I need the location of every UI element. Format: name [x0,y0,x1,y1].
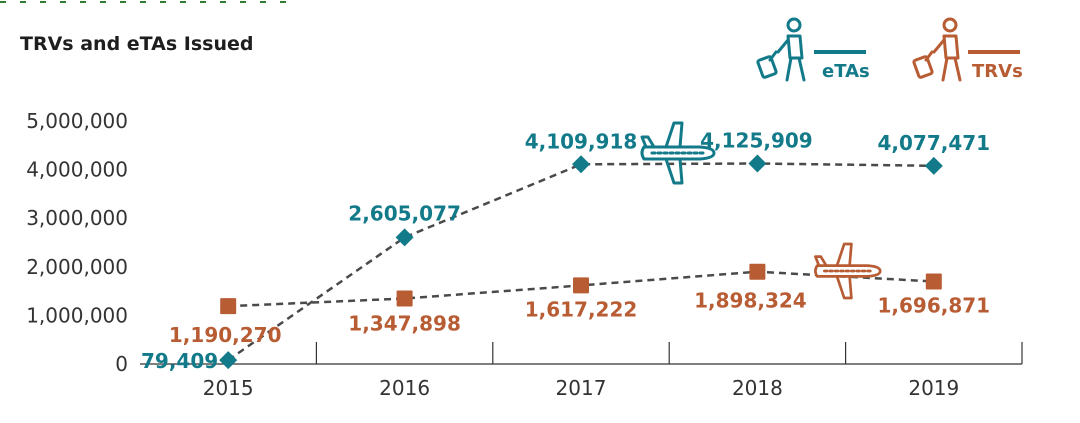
data-point-trvs [573,277,589,294]
x-axis-ticks: 2015 2016 2017 2018 2019 [203,376,960,400]
data-label-trvs: 1,617,222 [525,297,638,321]
data-label-trvs: 1,696,871 [877,294,990,318]
data-point-trvs [396,290,413,307]
legend-label-etas: eTAs [822,61,870,82]
data-label-etas: 4,109,918 [525,129,638,153]
y-tick-label: 1,000,000 [26,303,128,327]
data-label-trvs: 1,347,898 [348,311,461,335]
data-label-etas: 4,125,909 [700,128,813,152]
x-tick-label: 2018 [732,376,783,400]
y-tick-label: 5,000,000 [26,109,128,133]
y-tick-label: 2,000,000 [26,255,128,279]
x-tick-label: 2019 [908,376,959,400]
data-point-trvs [220,298,237,315]
data-label-etas: 2,605,077 [348,201,461,225]
data-label-etas: 79,409 [141,349,218,373]
data-point-trvs [925,273,942,290]
data-point-etas [572,155,590,174]
legend: eTAs TRVs [756,17,1023,82]
x-tick-label: 2016 [379,376,430,400]
data-point-trvs [749,263,766,280]
x-tick-label: 2017 [556,376,607,400]
y-tick-label: 0 [115,352,128,376]
data-point-etas [748,154,767,173]
series-markers [219,154,943,370]
y-tick-label: 3,000,000 [26,206,128,230]
traveler-with-luggage-icon [756,17,806,82]
legend-label-trvs: TRVs [972,61,1023,82]
airplane-icon [814,242,882,300]
data-labels: 79,409 2,605,077 4,109,918 4,125,909 4,077,4… [141,128,990,373]
data-point-etas [924,156,943,175]
x-tick-label: 2015 [203,376,254,400]
data-label-trvs: 1,898,324 [694,289,807,313]
data-point-etas [219,351,238,370]
data-label-etas: 4,077,471 [877,131,990,155]
traveler-with-luggage-icon [912,17,962,82]
series-lines [227,162,934,362]
x-axis [140,342,1023,365]
chart-title: TRVs and eTAs Issued [20,33,253,55]
data-label-trvs: 1,190,270 [169,323,282,347]
airplane-icon [640,121,716,185]
y-tick-label: 4,000,000 [26,158,128,182]
y-axis-ticks: 0 1,000,000 2,000,000 3,000,000 4,000,000 5,0… [26,109,128,376]
data-point-etas [395,228,414,247]
series-line-etas [227,162,934,362]
